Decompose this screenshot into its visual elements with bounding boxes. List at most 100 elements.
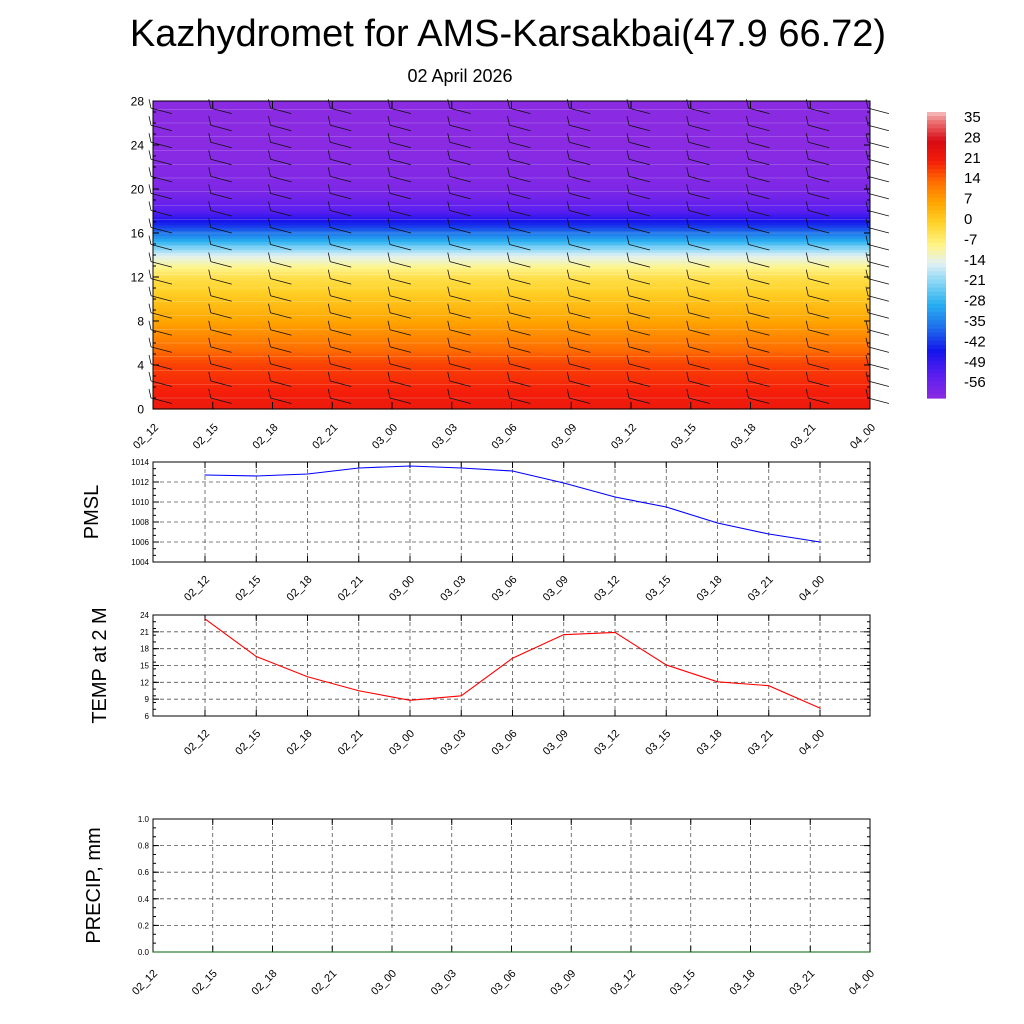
wind-barb-flag xyxy=(387,354,391,364)
wind-barb xyxy=(688,124,710,132)
data-point xyxy=(768,685,770,687)
colorbar-label: -42 xyxy=(964,333,986,350)
wind-barb xyxy=(628,210,651,217)
wind-barb-flag xyxy=(566,218,570,228)
wind-barb xyxy=(808,278,830,285)
heatmap-band xyxy=(153,189,870,193)
y-tick-label: 1.0 xyxy=(138,815,150,824)
heatmap-band xyxy=(153,238,870,242)
wind-barb-flag xyxy=(387,133,391,143)
wind-barb xyxy=(748,346,770,353)
wind-barb-flag xyxy=(387,320,391,330)
colorbar-swatch xyxy=(927,361,946,366)
y-tick-label: 0.0 xyxy=(138,948,150,957)
wind-barb-flag xyxy=(268,286,271,296)
wind-barb-flag xyxy=(865,218,869,228)
wind-barb-flag xyxy=(148,354,152,364)
wind-barb xyxy=(509,124,531,132)
x-tick-label: 03_21 xyxy=(788,422,818,452)
wind-barb xyxy=(509,193,531,200)
wind-barb xyxy=(210,329,232,336)
wind-barb xyxy=(509,158,531,166)
x-tick-label: 02_18 xyxy=(285,574,315,604)
wind-barb-flag xyxy=(208,133,212,143)
wind-barb xyxy=(688,346,710,353)
wind-barb-flag xyxy=(507,269,510,279)
wind-barb-flag xyxy=(447,235,451,245)
x-tick-label: 03_03 xyxy=(429,968,459,998)
heatmap-band xyxy=(153,268,870,273)
heatmap-band xyxy=(153,389,870,394)
wind-barb xyxy=(509,210,531,217)
wind-barb-flag xyxy=(447,388,451,399)
colorbar-swatch xyxy=(927,120,946,125)
wind-barb xyxy=(569,363,591,370)
heatmap-band xyxy=(153,299,870,303)
wind-barb xyxy=(867,210,890,217)
wind-barb xyxy=(330,363,352,370)
wind-barb-flag xyxy=(268,252,271,262)
wind-barb xyxy=(150,261,173,268)
wind-barb xyxy=(569,193,591,200)
wind-barb-flag xyxy=(208,269,212,279)
x-tick-label: 02_15 xyxy=(233,728,263,758)
x-tick-label: 03_21 xyxy=(746,728,776,758)
colorbar-swatch xyxy=(927,201,946,207)
wind-barb-flag xyxy=(626,133,630,143)
wind-barb-flag xyxy=(805,303,809,313)
wind-barb xyxy=(628,261,651,268)
wind-barb-flag xyxy=(148,116,152,126)
wind-barb xyxy=(867,193,890,200)
colorbar-swatch xyxy=(927,312,946,317)
colorbar-swatch xyxy=(927,210,946,215)
colorbar-swatch xyxy=(927,132,946,138)
wind-barb xyxy=(748,227,770,234)
wind-barb xyxy=(808,312,830,319)
wind-barb-flag xyxy=(805,150,809,160)
data-point xyxy=(358,467,360,469)
x-tick-label: 03_21 xyxy=(746,574,776,604)
data-point xyxy=(152,951,154,953)
heatmap-band xyxy=(153,114,870,119)
wind-barb-flag xyxy=(327,184,331,194)
x-tick-label: 02_15 xyxy=(233,574,263,604)
data-point xyxy=(306,473,309,475)
wind-barb xyxy=(449,107,471,115)
wind-barb-flag xyxy=(507,286,510,296)
colorbar-swatch xyxy=(927,316,946,321)
wind-barb xyxy=(569,141,591,149)
wind-barb xyxy=(628,227,651,234)
wind-barb-flag xyxy=(865,337,869,347)
heatmap-band xyxy=(153,134,870,138)
y-tick-label: 0 xyxy=(137,403,144,417)
x-tick-label: 03_00 xyxy=(387,728,417,758)
wind-barb-flag xyxy=(387,201,391,211)
x-tick-label: 02_15 xyxy=(190,968,220,998)
wind-barb-flag xyxy=(746,252,749,262)
y-tick-label: 18 xyxy=(140,645,149,654)
wind-barb xyxy=(569,227,591,234)
wind-barb xyxy=(569,261,591,268)
heatmap-band xyxy=(153,202,870,207)
wind-barb-flag xyxy=(268,320,271,330)
wind-barb-flag xyxy=(268,371,271,382)
x-tick-label: 04_00 xyxy=(847,968,877,998)
wind-barb xyxy=(808,346,830,353)
wind-barb xyxy=(270,346,292,353)
wind-barb xyxy=(867,397,890,404)
wind-barb-flag xyxy=(148,388,152,399)
heatmap-band xyxy=(153,392,870,396)
heatmap-band xyxy=(153,351,870,355)
wind-barb-flag xyxy=(148,184,152,194)
wind-barb xyxy=(330,261,352,268)
wind-barb-flag xyxy=(327,303,331,313)
colorbar-swatch xyxy=(927,181,946,187)
wind-barb-flag xyxy=(865,133,869,143)
wind-barb xyxy=(628,278,651,285)
wind-barb xyxy=(748,397,770,404)
x-tick-label: 02_21 xyxy=(309,968,339,998)
wind-barb xyxy=(688,397,710,404)
wind-barb xyxy=(270,312,292,319)
x-tick-label: 03_15 xyxy=(643,574,673,604)
colorbar-swatch xyxy=(927,148,946,154)
